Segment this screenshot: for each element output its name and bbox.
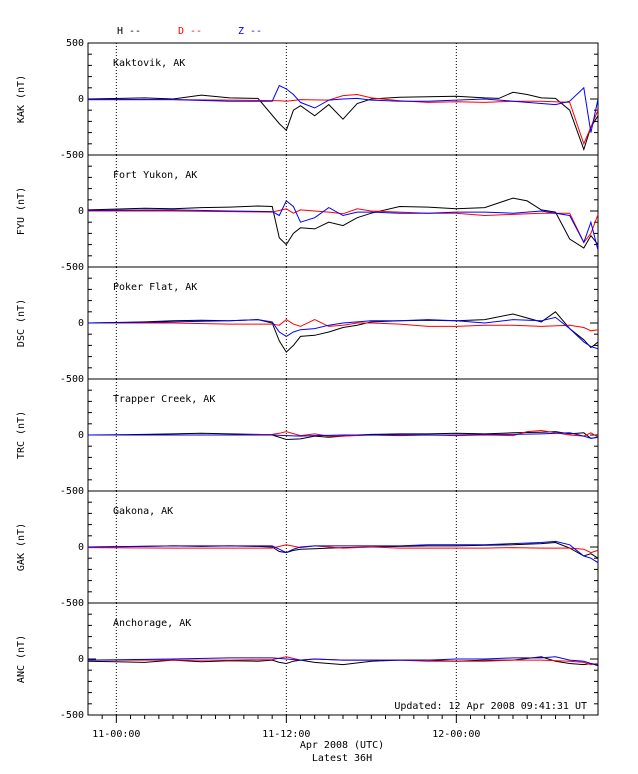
y-tick-label: -500 [60,598,84,609]
panels: 500 0 -500 KAK (nT) Kaktovik, AK 0 -500 FYU (nT… [16,38,599,721]
series-line-z [87,540,599,564]
y-tick-label: 0 [78,318,84,329]
station-label: Kaktovik, AK [113,58,185,69]
y-tick-label: 0 [78,430,84,441]
series-line-z [88,84,599,133]
y-axis-label: ANC (nT) [16,635,27,683]
x-tick-label: 11-00:00 [92,729,140,740]
station-label: Fort Yukon, AK [113,170,197,181]
series-line-h [87,91,599,151]
station-label: Anchorage, AK [113,618,191,629]
y-axis-label: DSC (nT) [16,299,27,347]
y-tick-label: 500 [66,38,84,49]
legend-entry-z: Z -- [238,26,262,37]
y-axis-label: KAK (nT) [16,75,27,123]
legend: H -- D -- Z -- [117,26,262,37]
panel: 500 0 -500 KAK (nT) Kaktovik, AK [16,38,599,161]
series-line-z [87,200,599,251]
x-tick-label: 12-00:00 [432,729,480,740]
panel: 0 -500 DSC (nT) Poker Flat, AK [16,266,599,385]
station-label: Gakona, AK [113,506,173,517]
panel: 0 -500 GAK (nT) Gakona, AK [16,490,599,609]
y-tick-label: -500 [60,262,84,273]
y-tick-label: 0 [78,206,84,217]
panel: 0 -500 FYU (nT) Fort Yukon, AK [16,154,599,273]
y-tick-label: -500 [60,374,84,385]
x-axis-sublabel: Latest 36H [312,753,372,764]
x-tick-label: 11-12:00 [262,729,310,740]
x-axis-ticks: 11-00:00 11-12:00 12-00:00 [92,715,585,740]
y-tick-label: 0 [78,654,84,665]
series-line-z [88,432,599,439]
updated-timestamp: Updated: 12 Apr 2008 09:41:31 UT [394,701,587,712]
panel: 0 -500 TRC (nT) Trapper Creek, AK [16,378,599,497]
y-tick-label: -500 [60,150,84,161]
y-axis-label: FYU (nT) [16,187,27,235]
series-line-d [88,318,599,332]
y-tick-label: -500 [60,710,84,721]
series-line-d [88,208,599,244]
legend-entry-h: H -- [117,26,141,37]
series-line-h [87,197,599,249]
x-axis-label: Apr 2008 (UTC) [300,740,384,751]
series-line-h [87,311,599,353]
y-axis-label: TRC (nT) [16,411,27,459]
series-line-d [87,544,599,554]
station-label: Poker Flat, AK [113,282,197,293]
station-label: Trapper Creek, AK [113,394,215,405]
legend-entry-d: D -- [178,26,202,37]
series-line-z [87,316,599,350]
series-line-h [87,541,599,559]
y-tick-label: -500 [60,486,84,497]
y-axis-label: GAK (nT) [16,523,27,571]
series-line-z [87,656,599,666]
y-tick-label: 0 [78,542,84,553]
y-tick-label: 0 [78,94,84,105]
